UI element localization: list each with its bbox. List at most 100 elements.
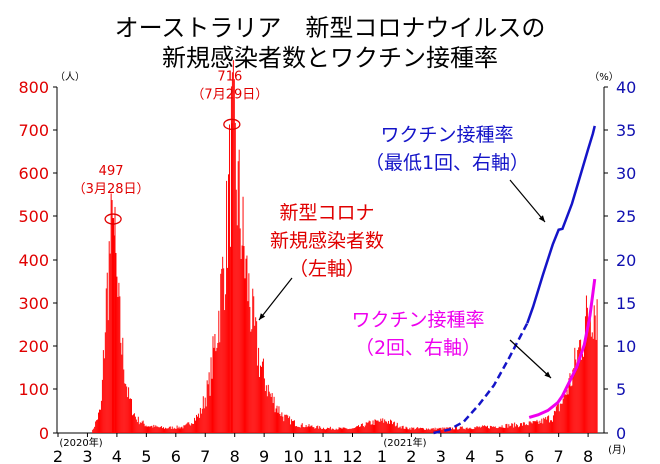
case-bar	[125, 384, 127, 433]
case-bar	[422, 427, 423, 433]
case-bar	[425, 428, 427, 433]
case-bar	[172, 429, 174, 433]
case-bar	[346, 428, 348, 433]
x-year-label: (2020年)	[59, 436, 102, 449]
case-bar	[280, 416, 282, 433]
case-bar	[269, 393, 271, 433]
case-bar	[200, 413, 202, 433]
case-bar	[238, 149, 240, 433]
case-bar	[521, 425, 523, 433]
case-bar	[464, 429, 466, 433]
case-bar	[144, 426, 146, 433]
case-bar	[399, 426, 401, 433]
case-bar	[236, 225, 238, 433]
x-axis-unit: (月)	[608, 444, 626, 456]
chart-title-line-1: オーストラリア 新型コロナウイルスの	[114, 14, 546, 42]
case-bar	[571, 385, 573, 433]
case-bar	[136, 422, 138, 433]
case-bar	[560, 403, 562, 433]
case-bar	[371, 424, 373, 433]
case-bar	[175, 428, 177, 433]
case-bar	[137, 416, 139, 433]
case-bar	[328, 428, 330, 433]
case-bar	[310, 425, 312, 433]
case-bar	[436, 428, 438, 433]
case-bar	[486, 426, 488, 433]
case-bar	[390, 420, 392, 433]
case-bar	[567, 394, 569, 433]
case-bar	[470, 428, 472, 433]
case-bar	[541, 418, 543, 433]
case-bar	[517, 425, 519, 433]
case-bar	[590, 336, 592, 433]
vaccine-second-annotation: （2回、右軸）	[355, 337, 481, 359]
case-bar	[253, 296, 255, 433]
case-bar	[139, 422, 141, 433]
case-bar	[397, 427, 399, 433]
case-bar	[394, 426, 396, 433]
case-bar	[118, 282, 120, 433]
case-bar	[388, 420, 390, 433]
case-bar	[584, 339, 585, 433]
case-bar	[566, 389, 568, 433]
x-tick-label: 3	[82, 447, 92, 464]
case-bar	[126, 386, 128, 433]
case-bar	[103, 358, 105, 433]
case-bar	[304, 427, 306, 433]
case-bar	[499, 426, 501, 433]
case-bar	[511, 423, 513, 433]
case-bar	[294, 426, 296, 433]
case-bar	[561, 403, 563, 433]
cases-annotation-arrow	[258, 277, 293, 321]
case-bar	[381, 420, 383, 433]
case-bar	[419, 428, 421, 433]
case-bar	[246, 255, 248, 433]
case-bar	[264, 391, 266, 433]
case-bar	[121, 354, 123, 433]
case-bar	[458, 428, 460, 433]
case-bar	[490, 426, 492, 433]
case-bar	[205, 406, 207, 433]
case-bar	[588, 323, 590, 433]
case-bar	[149, 426, 151, 433]
case-bar	[198, 417, 200, 433]
case-bar	[209, 395, 211, 433]
case-bar	[539, 420, 541, 433]
case-bar	[323, 427, 325, 433]
case-bar	[325, 429, 326, 433]
case-bar	[169, 426, 171, 433]
case-bar	[167, 428, 169, 433]
case-bar	[225, 294, 227, 433]
case-bar	[594, 315, 596, 433]
case-bar	[228, 174, 229, 433]
case-bar	[298, 427, 300, 433]
case-bar	[572, 369, 574, 433]
case-bar	[194, 417, 196, 433]
case-bar	[379, 421, 381, 433]
case-bar	[190, 425, 192, 433]
case-bar	[477, 426, 479, 433]
case-bar	[498, 426, 500, 433]
case-bar	[385, 421, 387, 433]
peak-date-label: （7月29日）	[191, 87, 268, 102]
case-bar	[211, 378, 213, 433]
case-bar	[565, 395, 567, 433]
case-bar	[392, 422, 394, 433]
case-bar	[376, 420, 378, 433]
case-bar	[207, 384, 209, 433]
case-bar	[99, 409, 100, 433]
case-bar	[229, 246, 231, 433]
case-bar	[400, 428, 402, 433]
case-bar	[105, 288, 107, 433]
vaccine-first-annotation-arrow	[509, 179, 546, 223]
case-bar	[535, 421, 537, 433]
case-bar	[580, 339, 582, 433]
case-bar	[368, 420, 370, 433]
case-bar	[583, 356, 585, 433]
case-bar	[109, 253, 111, 433]
case-bar	[461, 426, 463, 433]
case-bar	[520, 423, 522, 433]
case-bar	[581, 359, 583, 433]
case-bar	[124, 383, 126, 433]
case-bar	[441, 429, 443, 433]
